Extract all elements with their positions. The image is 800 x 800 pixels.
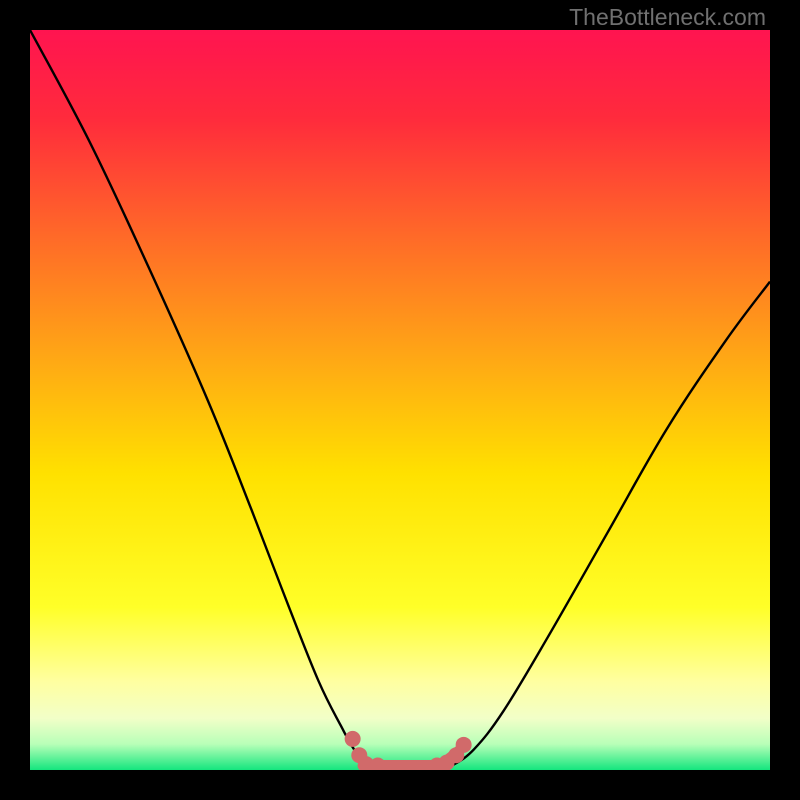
chart-stage: TheBottleneck.com bbox=[0, 0, 800, 800]
curve-layer bbox=[0, 0, 800, 800]
bottom-mark-dot bbox=[370, 758, 386, 774]
curve-right-branch bbox=[385, 282, 770, 771]
watermark-label: TheBottleneck.com bbox=[569, 4, 766, 31]
curve-left-branch bbox=[30, 30, 385, 770]
bottom-mark-dot bbox=[456, 737, 472, 753]
bottom-mark-dot bbox=[345, 731, 361, 747]
